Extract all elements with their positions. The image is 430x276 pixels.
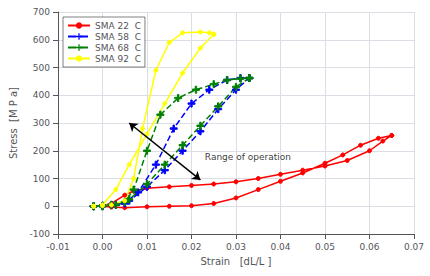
svg-text:0.00: 0.00 bbox=[92, 242, 112, 252]
svg-text:Strain [dL/L ]: Strain [dL/L ] bbox=[200, 256, 271, 267]
svg-text:0.07: 0.07 bbox=[404, 242, 424, 252]
svg-text:200: 200 bbox=[33, 146, 50, 156]
svg-text:SMA 22 C: SMA 22 C bbox=[95, 21, 141, 31]
svg-text:SMA 68 C: SMA 68 C bbox=[95, 43, 141, 53]
svg-text:-0.01: -0.01 bbox=[46, 242, 69, 252]
svg-text:600: 600 bbox=[33, 35, 50, 45]
svg-text:0.03: 0.03 bbox=[226, 242, 246, 252]
svg-text:100: 100 bbox=[33, 174, 50, 184]
svg-text:700: 700 bbox=[33, 7, 50, 17]
svg-text:0: 0 bbox=[44, 201, 50, 211]
svg-text:0.05: 0.05 bbox=[315, 242, 335, 252]
svg-text:0.06: 0.06 bbox=[359, 242, 379, 252]
svg-text:Stress [M P a]: Stress [M P a] bbox=[8, 87, 19, 159]
svg-text:SMA 58 C: SMA 58 C bbox=[95, 32, 141, 42]
svg-text:SMA 92 C: SMA 92 C bbox=[95, 54, 141, 64]
svg-text:500: 500 bbox=[33, 63, 50, 73]
svg-text:400: 400 bbox=[33, 90, 50, 100]
svg-text:300: 300 bbox=[33, 118, 50, 128]
svg-text:0.04: 0.04 bbox=[270, 242, 290, 252]
svg-text:0.01: 0.01 bbox=[137, 242, 157, 252]
svg-text:-100: -100 bbox=[30, 229, 51, 239]
svg-text:Range of operation: Range of operation bbox=[205, 152, 291, 162]
svg-text:0.02: 0.02 bbox=[181, 242, 201, 252]
